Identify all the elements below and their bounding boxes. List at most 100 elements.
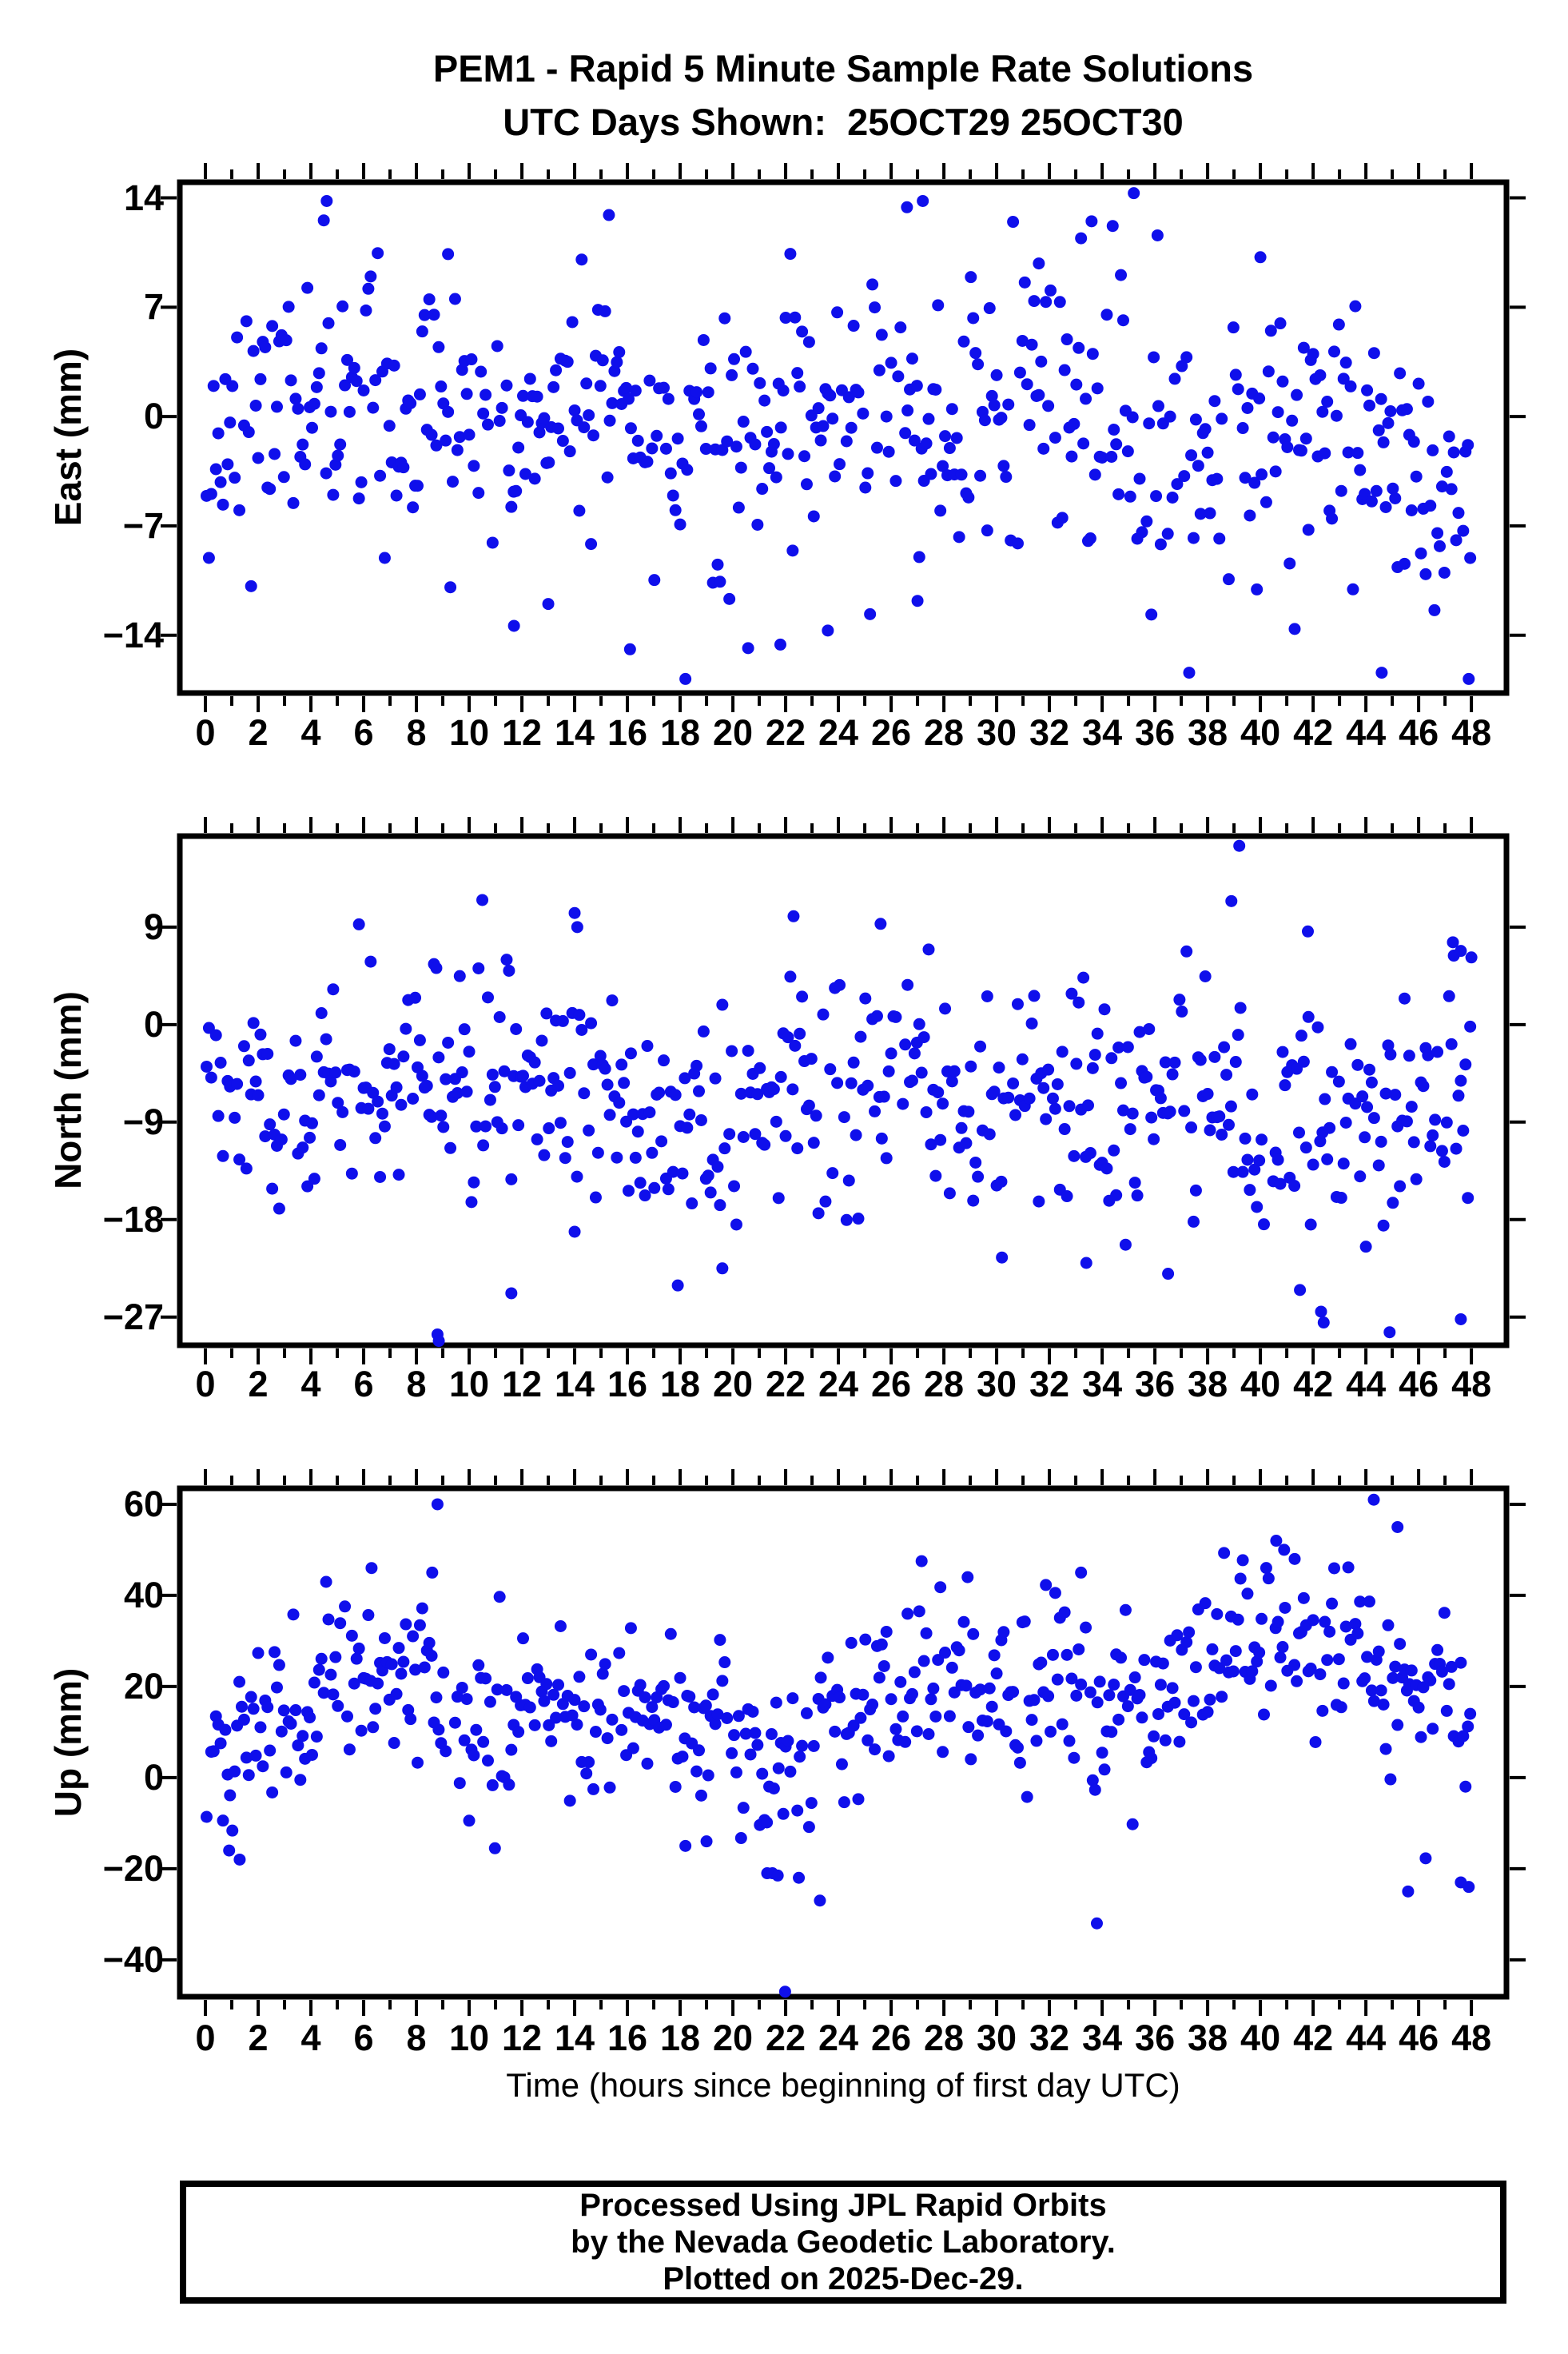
data-point bbox=[789, 1039, 802, 1052]
data-point bbox=[1438, 1607, 1451, 1619]
data-point bbox=[451, 1691, 464, 1703]
data-point bbox=[826, 412, 839, 425]
data-point bbox=[878, 1659, 890, 1672]
data-point bbox=[1075, 1678, 1088, 1691]
data-point bbox=[1339, 356, 1352, 369]
plot-frame bbox=[177, 179, 1510, 696]
data-point bbox=[1253, 1646, 1266, 1659]
data-point bbox=[1227, 1665, 1240, 1678]
x-tick-label: 20 bbox=[713, 1364, 754, 1404]
data-point bbox=[566, 1709, 579, 1722]
data-point bbox=[1154, 1679, 1167, 1691]
data-point bbox=[770, 471, 782, 484]
data-point bbox=[838, 1111, 850, 1124]
data-point bbox=[503, 1778, 515, 1791]
data-point bbox=[1394, 1180, 1407, 1193]
data-point bbox=[571, 1170, 583, 1183]
data-point bbox=[953, 1644, 965, 1657]
data-point bbox=[1274, 317, 1287, 330]
data-point bbox=[1112, 1041, 1125, 1054]
data-point bbox=[917, 194, 929, 207]
data-point bbox=[639, 1691, 651, 1703]
data-point bbox=[369, 1132, 382, 1145]
data-point bbox=[1007, 1686, 1020, 1699]
data-point bbox=[1424, 1674, 1437, 1687]
x-tick-label: 10 bbox=[449, 1364, 490, 1404]
data-point bbox=[1152, 400, 1164, 412]
data-point bbox=[805, 1797, 818, 1810]
data-point bbox=[1194, 508, 1207, 520]
data-point bbox=[292, 402, 304, 415]
data-point bbox=[777, 384, 790, 397]
data-point bbox=[1046, 1092, 1059, 1105]
data-point bbox=[416, 325, 428, 338]
data-point bbox=[845, 1636, 858, 1649]
data-point bbox=[510, 1022, 523, 1035]
data-point bbox=[1180, 945, 1193, 958]
data-point bbox=[885, 1047, 897, 1060]
data-point bbox=[875, 1638, 888, 1651]
data-point bbox=[1314, 1668, 1327, 1681]
data-point bbox=[967, 1627, 980, 1640]
data-point bbox=[573, 1671, 586, 1683]
data-point bbox=[517, 1069, 530, 1082]
data-point bbox=[1417, 1080, 1430, 1093]
data-point bbox=[242, 1054, 255, 1067]
data-point bbox=[1049, 1102, 1061, 1115]
data-point bbox=[1349, 300, 1362, 313]
data-point bbox=[784, 248, 797, 261]
data-point bbox=[1040, 1113, 1053, 1125]
data-point bbox=[1465, 951, 1478, 964]
data-point bbox=[639, 1189, 651, 1202]
data-point bbox=[1121, 1700, 1134, 1713]
data-point bbox=[718, 1142, 731, 1155]
data-point bbox=[932, 299, 945, 312]
data-point bbox=[791, 1142, 804, 1155]
data-point bbox=[782, 1031, 794, 1044]
data-point bbox=[1140, 1070, 1153, 1083]
x-tick-label: 14 bbox=[555, 712, 595, 753]
data-point bbox=[653, 1086, 666, 1099]
data-point bbox=[1297, 1591, 1310, 1604]
data-point bbox=[699, 443, 712, 456]
data-point bbox=[929, 383, 942, 396]
data-point bbox=[711, 1708, 724, 1721]
data-point bbox=[1412, 377, 1425, 390]
data-point bbox=[329, 1651, 342, 1663]
data-point bbox=[1007, 216, 1020, 229]
data-point bbox=[805, 1053, 818, 1065]
data-point bbox=[552, 1079, 565, 1092]
data-point bbox=[578, 1700, 591, 1713]
data-point bbox=[1394, 1638, 1407, 1651]
data-point bbox=[988, 399, 1001, 412]
data-point bbox=[463, 1814, 476, 1827]
data-point bbox=[662, 392, 675, 405]
data-point bbox=[301, 281, 314, 294]
data-point bbox=[1319, 447, 1331, 460]
data-point bbox=[714, 576, 726, 588]
data-point bbox=[440, 434, 452, 447]
data-point bbox=[594, 1703, 607, 1716]
x-tick-label: 30 bbox=[977, 2017, 1017, 2058]
data-point bbox=[772, 1762, 785, 1774]
data-point bbox=[777, 1807, 790, 1820]
data-point bbox=[737, 1130, 750, 1143]
data-point bbox=[465, 1196, 478, 1209]
data-point bbox=[1301, 925, 1314, 938]
data-point bbox=[378, 552, 391, 564]
data-point bbox=[296, 438, 309, 451]
data-point bbox=[456, 1066, 468, 1079]
data-point bbox=[486, 1068, 499, 1081]
data-point bbox=[453, 1777, 466, 1790]
data-point bbox=[786, 544, 799, 557]
data-point bbox=[646, 1701, 659, 1714]
data-point bbox=[345, 1629, 358, 1642]
data-point bbox=[1075, 232, 1088, 245]
data-point bbox=[556, 1014, 569, 1027]
data-point bbox=[221, 458, 234, 471]
data-point bbox=[329, 1066, 342, 1079]
data-point bbox=[734, 461, 747, 474]
data-point bbox=[416, 1069, 428, 1082]
data-point bbox=[962, 1105, 975, 1118]
data-point bbox=[388, 1058, 400, 1070]
